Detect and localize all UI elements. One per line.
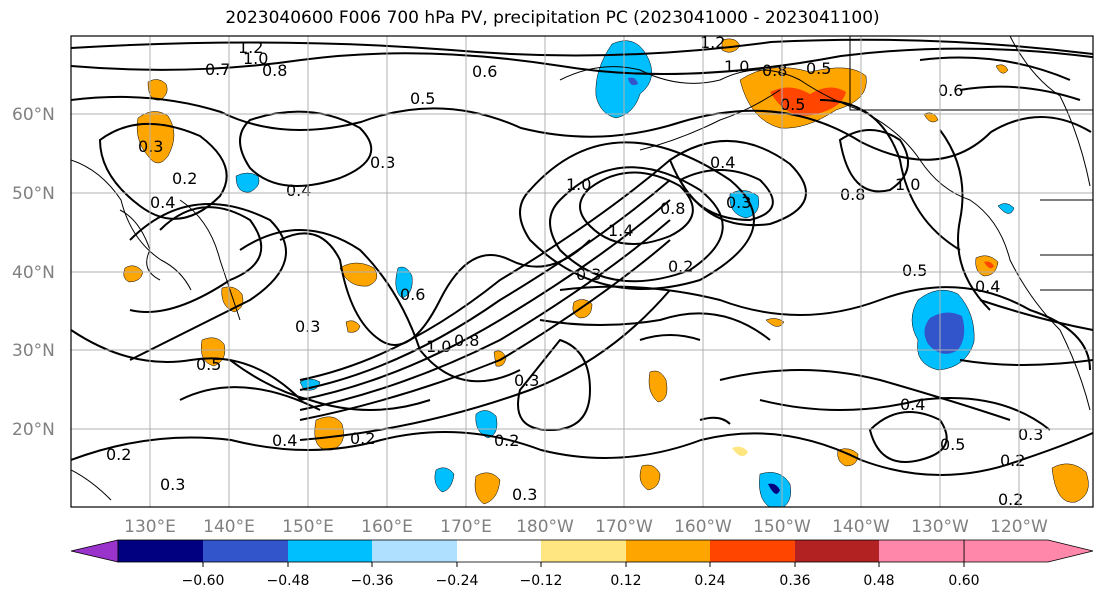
colorbar-segment — [118, 540, 203, 562]
contour-label: 0.2 — [106, 445, 131, 464]
contour-label: 1.2 — [238, 38, 263, 57]
lon-label: 150°E — [282, 517, 334, 537]
contour-label: 0.4 — [286, 181, 311, 200]
longitude-labels: 130°E 140°E 150°E 160°E 170°E 180°W 170°… — [124, 517, 1048, 537]
contour-label: 1.0 — [243, 49, 268, 68]
contour-label: 0.5 — [196, 355, 221, 374]
contour-label: 0.5 — [780, 95, 805, 114]
colorbar-segment — [541, 540, 626, 562]
contour-label: 0.5 — [806, 59, 831, 78]
contour-label: 1.2 — [700, 33, 725, 52]
contour-label: 0.4 — [272, 431, 297, 450]
lon-label: 120°W — [990, 517, 1048, 537]
contour-label: 0.2 — [1000, 451, 1025, 470]
colorbar-segment — [626, 540, 710, 562]
coastlines — [71, 36, 1093, 501]
contour-label: 0.8 — [454, 331, 479, 350]
gridlines — [71, 36, 1093, 507]
colorbar-segment — [879, 540, 964, 562]
contour-label: 0.3 — [138, 137, 163, 156]
contour-label: 0.3 — [160, 475, 185, 494]
colorbar-segment — [710, 540, 795, 562]
contour-label: 0.3 — [1018, 425, 1043, 444]
contour-label: 0.6 — [472, 62, 497, 81]
lon-label: 170°E — [440, 517, 492, 537]
contour-label: 1.0 — [426, 337, 451, 356]
colorbar-extend-left — [70, 539, 119, 563]
contour-label: 0.8 — [660, 199, 685, 218]
colorbar-segment — [288, 540, 372, 562]
colorbar-tick-label: −0.36 — [351, 573, 394, 589]
contour-label: 0.4 — [900, 395, 925, 414]
contour-label: 0.4 — [975, 277, 1000, 296]
contour-label: 0.6 — [400, 285, 425, 304]
colorbar: −0.60 −0.48 −0.36 −0.24 −0.12 0.12 0.24 … — [70, 539, 1094, 589]
contour-label: 0.2 — [494, 431, 519, 450]
lat-label: 50°N — [12, 184, 55, 204]
contour-label: 0.4 — [150, 193, 175, 212]
lat-label: 60°N — [12, 105, 55, 125]
lon-label: 140°E — [203, 517, 255, 537]
colorbar-segment — [372, 540, 457, 562]
latitude-labels: 60°N 50°N 40°N 30°N 20°N — [12, 105, 55, 440]
contour-label: 0.8 — [762, 61, 787, 80]
colorbar-tick-label: −0.24 — [436, 573, 479, 589]
lon-label: 160°E — [361, 517, 413, 537]
precipitation-patches — [123, 38, 1089, 507]
colorbar-tick-label: 0.24 — [694, 573, 725, 589]
contour-label: 0.3 — [514, 371, 539, 390]
lon-label: 130°E — [124, 517, 176, 537]
contour-label: 0.5 — [940, 435, 965, 454]
lat-label: 20°N — [12, 420, 55, 440]
lon-label: 170°W — [595, 517, 653, 537]
contour-label: 0.2 — [172, 169, 197, 188]
contour-label: 0.3 — [512, 485, 537, 504]
contour-label: 0.8 — [840, 185, 865, 204]
colorbar-ticks — [202, 562, 965, 567]
colorbar-tick-label: −0.48 — [267, 573, 310, 589]
map-frame — [70, 35, 1094, 508]
lon-label: 180°W — [516, 517, 574, 537]
chart-title: 2023040600 F006 700 hPa PV, precipitatio… — [225, 8, 880, 28]
colorbar-segment — [203, 540, 288, 562]
contour-label: 0.4 — [710, 153, 735, 172]
contour-label: 0.5 — [902, 261, 927, 280]
contour-label: 0.6 — [938, 81, 963, 100]
contour-label: 0.2 — [668, 257, 693, 276]
colorbar-tick-label: 0.36 — [779, 573, 810, 589]
colorbar-tick-label: 0.60 — [948, 573, 979, 589]
contour-label: 1.4 — [608, 221, 633, 240]
contour-label: 0.7 — [205, 60, 230, 79]
colorbar-tick-label: 0.48 — [863, 573, 894, 589]
colorbar-extend-right — [963, 539, 1094, 563]
contour-label: 1.0 — [895, 175, 920, 194]
lat-label: 40°N — [12, 263, 55, 283]
colorbar-segment — [795, 540, 879, 562]
lon-label: 150°W — [753, 517, 811, 537]
contour-label: 0.3 — [576, 265, 601, 284]
contour-label: 0.2 — [998, 490, 1023, 509]
contour-label: 1.0 — [724, 57, 749, 76]
contour-label: 0.3 — [726, 193, 751, 212]
lat-label: 30°N — [12, 341, 55, 361]
colorbar-tick-label: −0.60 — [182, 573, 225, 589]
contour-label: 0.3 — [370, 153, 395, 172]
colorbar-segment — [457, 540, 541, 562]
lon-label: 140°W — [832, 517, 890, 537]
contour-label: 0.5 — [410, 89, 435, 108]
lon-label: 130°W — [911, 517, 969, 537]
contour-label: 0.8 — [262, 61, 287, 80]
contour-label: 0.2 — [350, 429, 375, 448]
lon-label: 160°W — [674, 517, 732, 537]
colorbar-tick-label: −0.12 — [520, 573, 563, 589]
colorbar-tick-label: 0.12 — [610, 573, 641, 589]
contour-label: 1.0 — [566, 175, 591, 194]
